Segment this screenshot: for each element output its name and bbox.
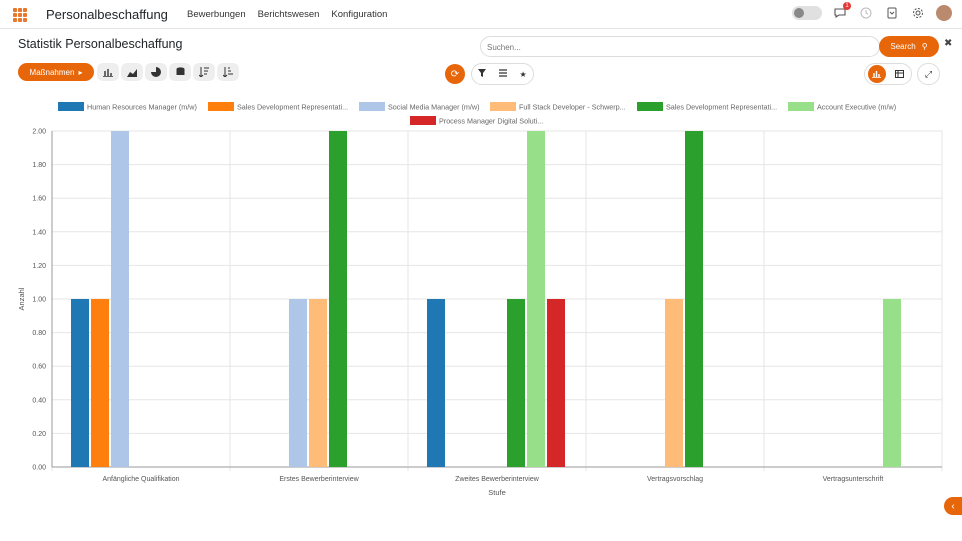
y-tick-label: 0.20: [32, 431, 46, 438]
x-tick-label: Zweites Bewerberinterview: [455, 476, 540, 483]
legend-swatch: [58, 102, 84, 111]
x-tick-label: Erstes Bewerberinterview: [279, 476, 359, 483]
menu-item-bewerbungen[interactable]: Bewerbungen: [187, 9, 246, 20]
menu-item-konfiguration[interactable]: Konfiguration: [331, 9, 388, 20]
star-icon[interactable]: ★: [519, 69, 527, 79]
caret-right-icon: ▸: [78, 67, 83, 77]
page-title: Statistik Personalbeschaffung: [18, 37, 183, 51]
bar: [883, 299, 901, 467]
group-icon[interactable]: [498, 69, 507, 79]
legend-swatch: [208, 102, 234, 111]
chat-icon[interactable]: 1: [832, 2, 851, 21]
main-menu: Bewerbungen Berichtswesen Konfiguration: [187, 9, 387, 20]
chart-type-toolbar: [97, 63, 239, 81]
area-chart-icon[interactable]: [121, 63, 143, 81]
legend-label: Sales Development Representati...: [237, 103, 348, 112]
app-brand[interactable]: Personalbeschaffung: [46, 7, 168, 22]
y-tick-label: 1.20: [32, 263, 46, 270]
legend-label: Social Media Manager (m/w): [388, 103, 479, 112]
chevron-left-icon[interactable]: ‹: [944, 497, 962, 515]
top-navbar: Personalbeschaffung Bewerbungen Berichts…: [0, 0, 962, 29]
y-axis-label: Anzahl: [17, 287, 26, 310]
search-bar: [480, 36, 880, 57]
y-tick-label: 1.60: [32, 196, 46, 203]
clock-icon[interactable]: [858, 5, 874, 21]
bar: [547, 299, 565, 467]
y-tick-label: 1.80: [32, 162, 46, 169]
x-tick-label: Anfängliche Qualifikation: [102, 476, 179, 483]
y-tick-label: 0.80: [32, 330, 46, 337]
legend-label: Process Manager Digital Soluti...: [439, 117, 543, 126]
refresh-icon[interactable]: ⟳: [445, 64, 465, 84]
chart-grid: [51, 130, 943, 471]
bar-chart-icon[interactable]: [97, 63, 119, 81]
apps-menu-icon[interactable]: [13, 8, 27, 22]
legend-swatch: [637, 102, 663, 111]
y-tick-label: 0.00: [32, 465, 46, 472]
chart-legend: Human Resources Manager (m/w) Sales Devel…: [58, 102, 896, 126]
search-icon: ⚲: [921, 42, 928, 51]
search-button-label: Search: [890, 42, 916, 51]
legend-label: Account Executive (m/w): [817, 103, 896, 112]
bar-chart: Human Resources Manager (m/w) Sales Devel…: [17, 102, 943, 497]
bar: [685, 131, 703, 467]
legend-label: Sales Development Representati...: [666, 103, 777, 112]
bar: [111, 131, 129, 467]
legend-label: Full Stack Developer - Schwerp...: [519, 103, 626, 112]
graph-view-icon[interactable]: [867, 65, 886, 83]
bar: [427, 299, 445, 467]
legend-label: Human Resources Manager (m/w): [87, 103, 197, 112]
filter-icon[interactable]: [478, 69, 487, 79]
x-tick-label: Vertragsunterschrift: [823, 476, 884, 483]
pivot-view-icon[interactable]: [891, 65, 909, 83]
expand-icon[interactable]: ⤢: [917, 63, 940, 85]
bar: [91, 299, 109, 467]
bar: [507, 299, 525, 467]
toggle-switch[interactable]: [792, 6, 822, 20]
y-tick-label: 0.60: [32, 364, 46, 371]
sort-asc-icon[interactable]: [217, 63, 239, 81]
bar: [289, 299, 307, 467]
y-axis: 0.00 0.20 0.40 0.60 0.80 1.00 1.20 1.40 1.60 1.80…: [32, 129, 53, 472]
database-icon[interactable]: [169, 63, 191, 81]
legend-swatch: [359, 102, 385, 111]
search-input[interactable]: [481, 38, 861, 57]
filter-group: ★: [471, 63, 534, 85]
legend-swatch: [490, 102, 516, 111]
systray: 1: [792, 2, 952, 21]
notification-badge: 1: [843, 2, 851, 10]
bar: [527, 131, 545, 467]
collapse-icon[interactable]: ✖: [944, 38, 953, 49]
legend-swatch: [788, 102, 814, 111]
gear-icon[interactable]: [910, 5, 926, 21]
bar: [329, 131, 347, 467]
search-button[interactable]: Search ⚲: [879, 36, 939, 57]
chart-bars: [71, 131, 901, 467]
x-axis: Anfängliche Qualifikation Erstes Bewerber…: [52, 466, 942, 483]
legend-swatch: [410, 116, 436, 125]
y-tick-label: 2.00: [32, 129, 46, 136]
pie-chart-icon[interactable]: [145, 63, 167, 81]
avatar[interactable]: [936, 5, 952, 21]
bar: [71, 299, 89, 467]
x-tick-label: Vertragsvorschlag: [647, 476, 703, 483]
bar: [665, 299, 683, 467]
view-switcher: [864, 63, 912, 85]
bar: [309, 299, 327, 467]
y-tick-label: 1.40: [32, 229, 46, 236]
phone-icon[interactable]: [884, 5, 900, 21]
x-axis-label: Stufe: [488, 488, 506, 497]
actions-button[interactable]: Maßnahmen ▸: [18, 63, 94, 81]
y-tick-label: 1.00: [32, 297, 46, 304]
menu-item-berichtswesen[interactable]: Berichtswesen: [257, 9, 320, 20]
actions-button-label: Maßnahmen: [29, 67, 75, 77]
sort-desc-icon[interactable]: [193, 63, 215, 81]
y-tick-label: 0.40: [32, 397, 46, 404]
